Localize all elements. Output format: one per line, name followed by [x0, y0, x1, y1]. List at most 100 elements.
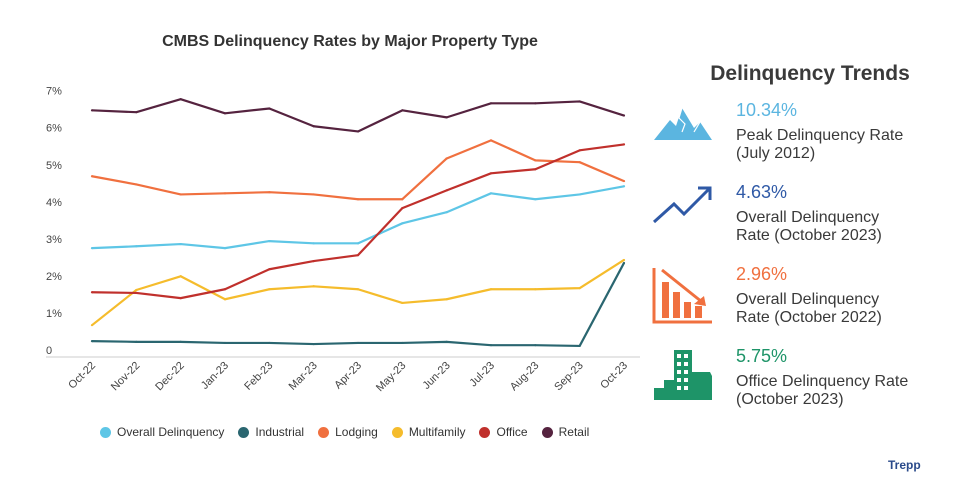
data-point [312, 285, 315, 288]
data-point [179, 193, 182, 196]
data-point [401, 341, 404, 345]
data-point [135, 245, 138, 248]
data-point [90, 109, 94, 112]
legend-label: Office [496, 425, 528, 439]
stat-overall-oct-2023: 4.63% Overall Delinquency Rate (October 2… [736, 182, 882, 245]
x-tick-label: Sep-23 [552, 360, 586, 394]
data-point [534, 102, 537, 105]
stat-peak-rate: 10.34% Peak Delinquency Rate (July 2012) [736, 100, 903, 163]
data-point [578, 193, 581, 196]
data-point [312, 193, 315, 196]
y-tick-label: 1% [46, 308, 62, 320]
data-point [534, 168, 537, 171]
data-point [312, 242, 315, 245]
data-point [445, 189, 448, 192]
data-point [90, 175, 94, 178]
legend-label: Retail [558, 425, 590, 439]
legend-label: Industrial [255, 425, 305, 439]
data-point [622, 261, 626, 265]
data-point [223, 247, 227, 250]
data-point [90, 247, 94, 250]
series-line-lodging [91, 139, 625, 201]
data-point [489, 139, 493, 142]
data-point [356, 242, 360, 245]
legend-item: Retail [541, 425, 590, 439]
data-point [578, 149, 581, 152]
y-tick-label: 6% [46, 123, 62, 135]
data-point [135, 111, 138, 114]
stat-label: Office Delinquency Rate [736, 373, 909, 390]
data-point [356, 341, 360, 345]
data-point [135, 291, 138, 295]
stat-label: Rate (October 2023) [736, 227, 882, 244]
data-point [445, 298, 448, 301]
data-point [489, 102, 493, 105]
data-point [356, 130, 360, 133]
data-point [179, 98, 182, 101]
stat-label: Rate (October 2022) [736, 309, 882, 326]
legend-label: Multifamily [408, 425, 466, 439]
series-line-retail [91, 98, 625, 133]
stat-value: 2.96% [736, 264, 788, 284]
data-point [622, 114, 626, 117]
data-point [223, 341, 227, 345]
x-tick-label: Jul-23 [467, 360, 497, 390]
data-point [179, 242, 182, 246]
y-tick-label: 7% [46, 86, 62, 98]
data-point [401, 207, 404, 210]
data-point [578, 287, 581, 290]
x-tick-label: Dec-22 [153, 360, 187, 394]
x-tick-label: Jan-23 [199, 360, 231, 392]
data-point [268, 341, 271, 345]
y-tick-label: 4% [46, 197, 62, 209]
line-chart: 0 1% 2% 3% 4% 5% 6% 7% Oct-22 Nov-22 Dec-22 Jan-23 F… [46, 86, 640, 394]
data-point [622, 185, 626, 188]
data-point [135, 340, 138, 343]
data-point [622, 143, 626, 146]
stat-office-oct-2023: 5.75% Office Delinquency Rate (October 20… [736, 346, 908, 409]
trend-up-arrow-icon [652, 186, 712, 224]
legend-item: Industrial [238, 425, 304, 439]
data-point [578, 100, 581, 103]
data-point [489, 192, 493, 195]
x-tick-label: Nov-22 [109, 360, 143, 394]
data-point [445, 340, 448, 343]
stat-label: Overall Delinquency [736, 291, 880, 308]
legend-marker [541, 426, 553, 438]
chart-legend: Overall Delinquency Industrial Lodging Mult… [100, 425, 589, 439]
data-point [223, 298, 227, 301]
legend-item: Multifamily [391, 425, 466, 439]
data-point [179, 275, 182, 278]
mountain-icon [654, 107, 712, 140]
data-point [534, 288, 537, 291]
x-tick-label: Apr-23 [332, 360, 364, 392]
data-point [90, 291, 94, 294]
data-point [534, 198, 537, 201]
data-point [223, 288, 227, 291]
stat-value: 10.34% [736, 100, 798, 120]
legend-item: Lodging [318, 425, 378, 439]
data-point [179, 297, 182, 300]
x-tick-label: Jun-23 [421, 360, 453, 392]
legend-label: Overall Delinquency [117, 425, 225, 439]
stat-value: 4.63% [736, 182, 788, 202]
data-point [445, 211, 448, 214]
data-point [90, 340, 94, 343]
data-point [534, 344, 537, 347]
series-line-multifamily [91, 259, 625, 327]
legend-marker [318, 426, 330, 438]
series-line-overall-delinquency [91, 185, 625, 250]
data-point [179, 340, 182, 343]
data-point [268, 191, 271, 194]
data-point [268, 239, 271, 243]
y-tick-label: 0 [46, 345, 52, 357]
y-tick-label: 2% [46, 271, 62, 283]
data-point [401, 301, 404, 305]
data-point [445, 157, 448, 160]
stat-value: 5.75% [736, 346, 788, 366]
legend-label: Lodging [335, 425, 378, 439]
x-tick-label: May-23 [374, 360, 408, 394]
x-tick-label: Aug-23 [508, 360, 542, 394]
data-point [312, 342, 315, 346]
data-point [223, 192, 227, 195]
